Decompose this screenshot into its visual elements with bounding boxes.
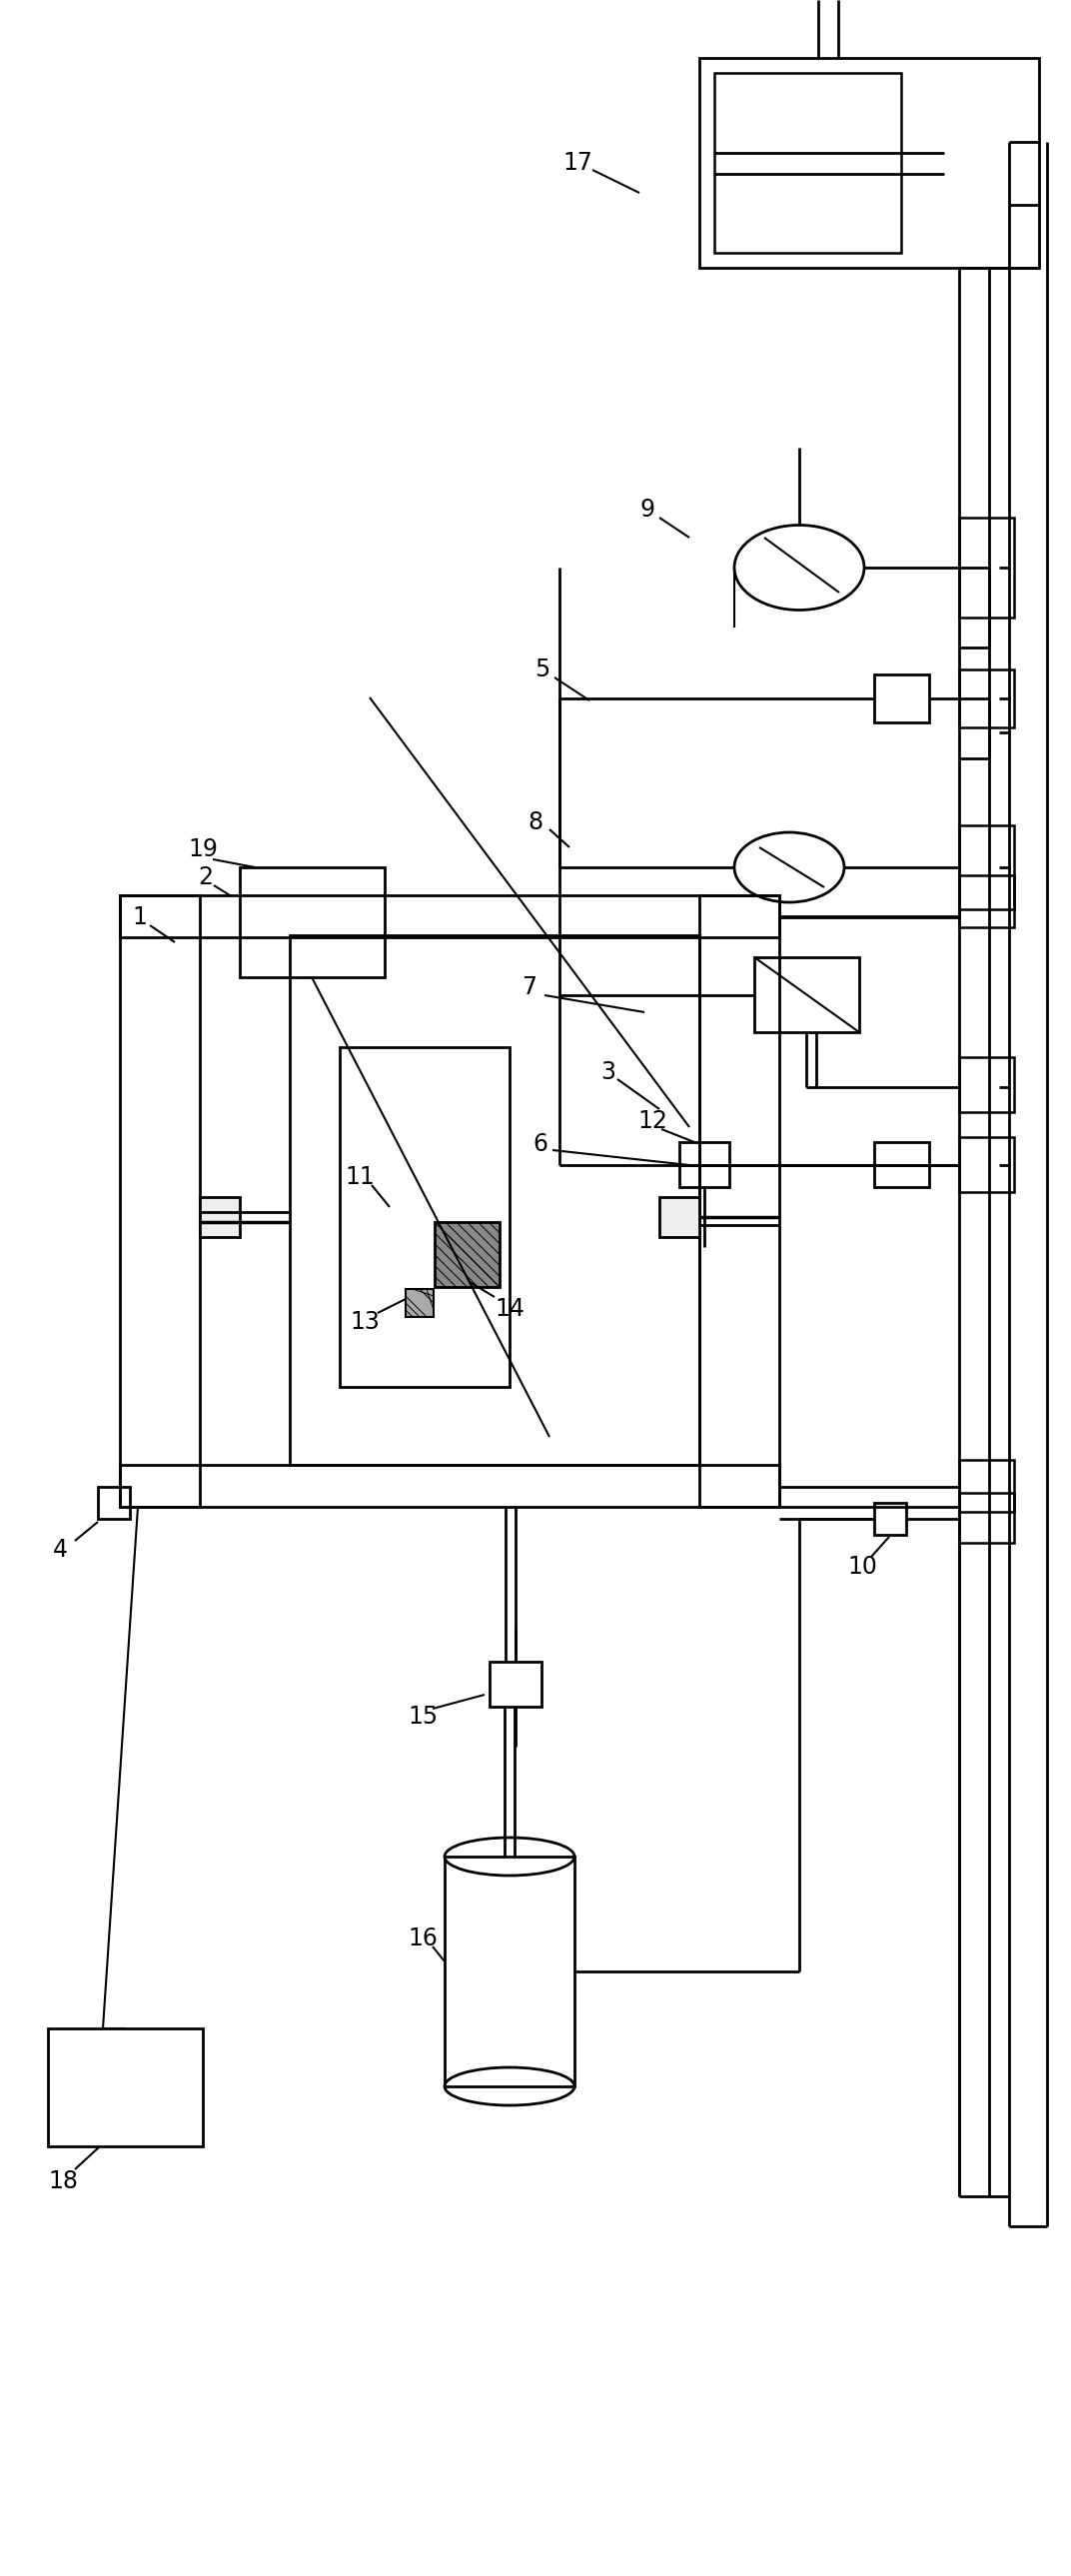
Text: 15: 15 bbox=[408, 1705, 438, 1728]
Bar bbox=[874, 1502, 906, 1535]
Text: 12: 12 bbox=[637, 1110, 667, 1133]
Bar bbox=[679, 1141, 729, 1188]
Text: 7: 7 bbox=[522, 976, 537, 999]
Bar bbox=[874, 1141, 930, 1188]
Text: 5: 5 bbox=[534, 657, 549, 683]
Bar bbox=[120, 896, 200, 1507]
Bar bbox=[699, 896, 780, 1507]
Text: 11: 11 bbox=[345, 1164, 375, 1190]
Bar bbox=[406, 1288, 434, 1316]
Bar bbox=[960, 1494, 1014, 1543]
Text: 3: 3 bbox=[601, 1061, 616, 1084]
Bar bbox=[120, 1466, 780, 1507]
Bar bbox=[874, 675, 930, 721]
Text: 10: 10 bbox=[847, 1556, 877, 1579]
Bar bbox=[960, 670, 1014, 726]
Text: 14: 14 bbox=[495, 1296, 525, 1321]
Bar bbox=[714, 72, 901, 252]
Text: 4: 4 bbox=[52, 1538, 67, 1561]
Bar bbox=[489, 1662, 542, 1708]
Bar bbox=[290, 935, 699, 1466]
Bar bbox=[200, 1198, 240, 1236]
Text: 8: 8 bbox=[528, 811, 543, 835]
Text: 2: 2 bbox=[198, 866, 213, 889]
Bar bbox=[754, 958, 859, 1033]
Text: 18: 18 bbox=[48, 2169, 78, 2192]
Bar bbox=[960, 1461, 1014, 1512]
Text: 13: 13 bbox=[349, 1311, 379, 1334]
Bar bbox=[444, 1857, 574, 2087]
Text: 17: 17 bbox=[562, 152, 592, 175]
Text: 1: 1 bbox=[132, 904, 147, 930]
Bar bbox=[960, 876, 1014, 927]
Bar bbox=[340, 1048, 510, 1386]
Bar bbox=[435, 1221, 499, 1288]
Text: 19: 19 bbox=[187, 837, 217, 860]
Bar bbox=[660, 1198, 699, 1236]
Bar bbox=[960, 1056, 1014, 1113]
Bar bbox=[960, 824, 1014, 909]
Bar bbox=[120, 896, 780, 938]
Text: 6: 6 bbox=[532, 1131, 547, 1157]
Bar bbox=[960, 518, 1014, 618]
Text: 9: 9 bbox=[639, 497, 654, 520]
Text: 16: 16 bbox=[408, 1927, 437, 1950]
Bar bbox=[240, 868, 384, 976]
Bar bbox=[699, 57, 1039, 268]
Bar bbox=[960, 1136, 1014, 1193]
Bar bbox=[48, 2027, 202, 2146]
Bar bbox=[97, 1486, 130, 1520]
